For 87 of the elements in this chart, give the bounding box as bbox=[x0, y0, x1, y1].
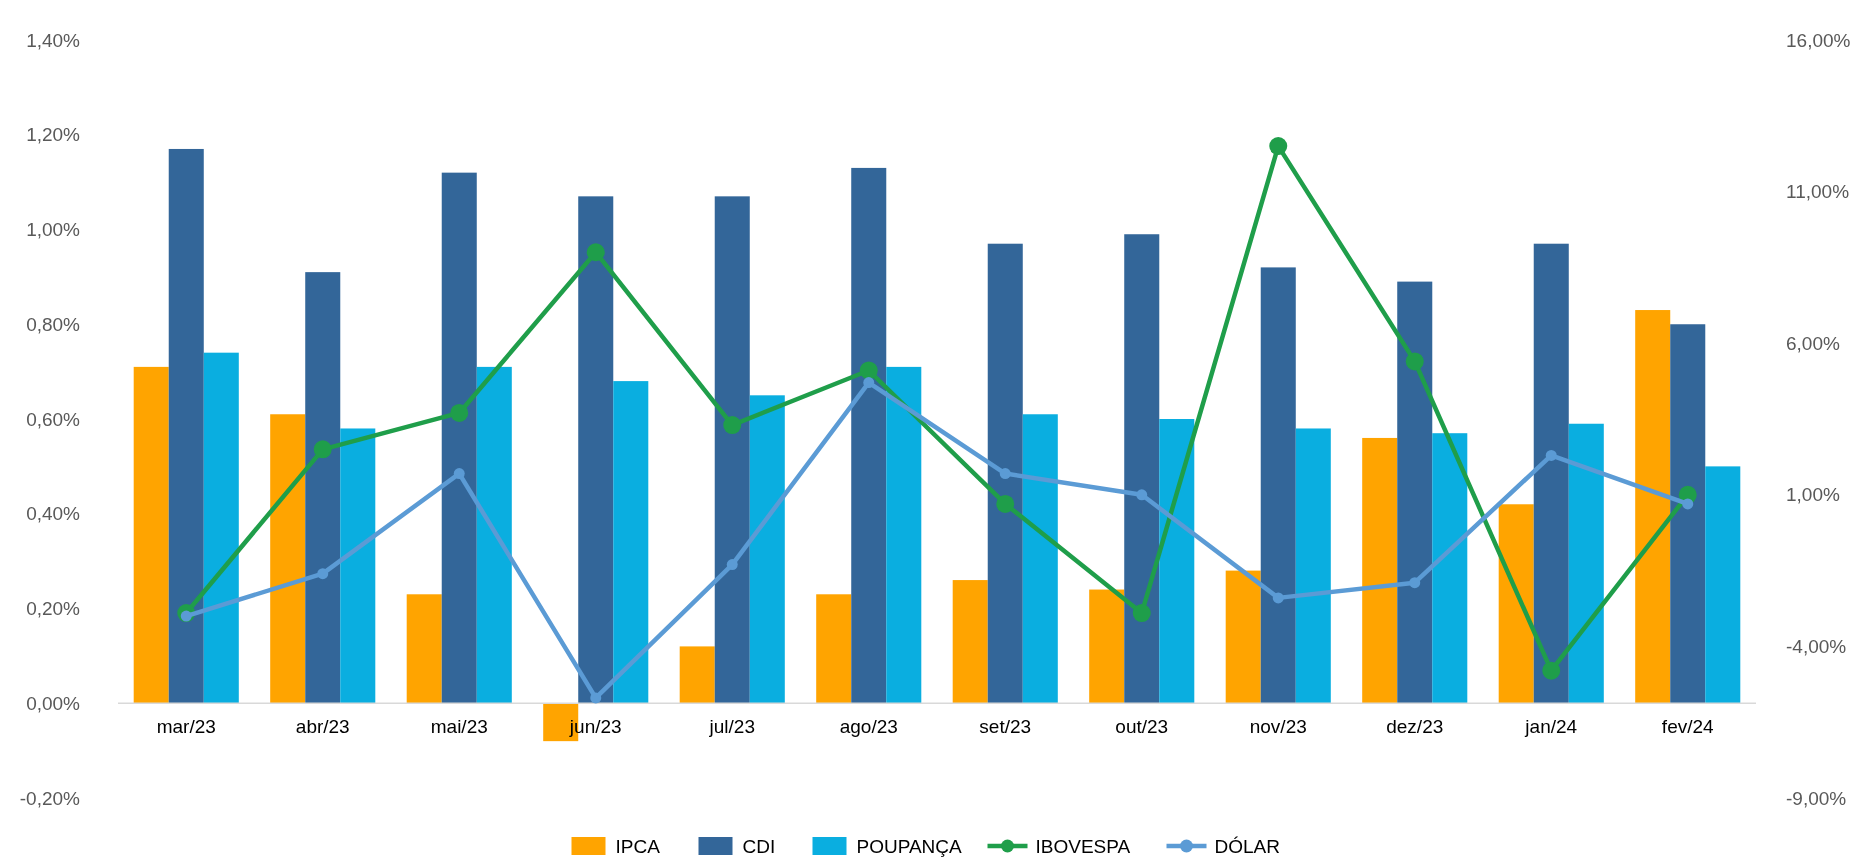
y-tick-label: 1,40% bbox=[26, 29, 81, 51]
point bbox=[996, 494, 1015, 513]
point bbox=[1132, 604, 1151, 623]
bar bbox=[613, 381, 649, 704]
point bbox=[1682, 498, 1694, 510]
x-tick-label: dez/23 bbox=[1386, 716, 1444, 738]
bar bbox=[987, 243, 1023, 704]
bar bbox=[1670, 324, 1706, 704]
point bbox=[1272, 592, 1284, 604]
bar bbox=[1089, 589, 1125, 704]
bar bbox=[133, 366, 169, 704]
x-tick-label: nov/23 bbox=[1249, 716, 1307, 738]
legend-label: CDI bbox=[742, 835, 776, 857]
bar bbox=[305, 272, 341, 704]
bar bbox=[476, 366, 512, 704]
bar bbox=[578, 196, 614, 704]
bar bbox=[1568, 423, 1604, 704]
point bbox=[453, 468, 465, 480]
y-tick-label: 0,60% bbox=[26, 408, 81, 430]
point bbox=[317, 568, 329, 580]
x-tick-label: mai/23 bbox=[430, 716, 488, 738]
bar bbox=[441, 172, 477, 704]
bar bbox=[749, 395, 785, 704]
bar bbox=[1124, 234, 1160, 704]
bar bbox=[1498, 504, 1534, 704]
y2-tick-label: 1,00% bbox=[1786, 484, 1840, 506]
point bbox=[859, 361, 878, 380]
bar bbox=[270, 414, 306, 704]
point bbox=[1136, 489, 1148, 501]
y-tick-label: 0,80% bbox=[26, 313, 81, 335]
point bbox=[1405, 352, 1424, 371]
bar bbox=[851, 167, 887, 704]
point bbox=[1545, 449, 1557, 461]
bar bbox=[168, 148, 204, 704]
y2-tick-label: 16,00% bbox=[1786, 29, 1851, 51]
x-tick-label: ago/23 bbox=[839, 716, 898, 738]
bar bbox=[1362, 437, 1398, 704]
y-tick-label: 1,20% bbox=[26, 124, 81, 146]
legend-label: IPCA bbox=[615, 835, 661, 857]
legend-label: POUPANÇA bbox=[856, 835, 963, 857]
y2-tick-label: -9,00% bbox=[1786, 787, 1847, 809]
point bbox=[863, 377, 875, 389]
bar bbox=[1432, 433, 1468, 704]
point bbox=[313, 440, 332, 459]
y2-tick-label: 6,00% bbox=[1786, 332, 1840, 354]
point bbox=[1269, 137, 1288, 156]
y-tick-label: -0,20% bbox=[19, 787, 81, 809]
bar bbox=[1159, 419, 1195, 704]
point bbox=[1409, 577, 1421, 589]
x-tick-label: abr/23 bbox=[295, 716, 350, 738]
x-tick-label: jan/24 bbox=[1524, 716, 1578, 738]
bar bbox=[816, 594, 852, 704]
x-tick-label: mar/23 bbox=[156, 716, 216, 738]
bar bbox=[1225, 570, 1261, 704]
point bbox=[723, 416, 742, 435]
point bbox=[590, 692, 602, 704]
bar bbox=[952, 580, 988, 704]
point bbox=[999, 468, 1011, 480]
bar bbox=[1260, 267, 1296, 704]
y-tick-label: 0,40% bbox=[26, 503, 81, 525]
legend-label: IBOVESPA bbox=[1035, 835, 1131, 857]
bar bbox=[203, 352, 239, 704]
y-tick-label: 0,20% bbox=[26, 598, 81, 620]
point bbox=[726, 559, 738, 571]
bar bbox=[886, 366, 922, 704]
y2-tick-label: -4,00% bbox=[1786, 636, 1847, 658]
bar bbox=[1397, 281, 1433, 704]
bar bbox=[406, 594, 442, 704]
bar bbox=[714, 196, 750, 704]
bar bbox=[340, 428, 376, 704]
legend-label: DÓLAR bbox=[1214, 835, 1280, 857]
point bbox=[586, 243, 605, 262]
bar bbox=[1295, 428, 1331, 704]
bar bbox=[1022, 414, 1058, 704]
x-tick-label: fev/24 bbox=[1661, 716, 1715, 738]
x-tick-label: set/23 bbox=[979, 716, 1032, 738]
y-tick-label: 0,00% bbox=[26, 692, 81, 714]
bar bbox=[1635, 310, 1671, 704]
bar bbox=[1705, 466, 1741, 704]
point bbox=[450, 403, 469, 422]
y2-tick-label: 11,00% bbox=[1786, 181, 1850, 203]
y-tick-label: 1,00% bbox=[26, 219, 81, 241]
bar bbox=[1533, 243, 1569, 704]
x-tick-label: out/23 bbox=[1115, 716, 1169, 738]
bar bbox=[679, 646, 715, 704]
point bbox=[1542, 661, 1561, 680]
x-tick-label: jul/23 bbox=[708, 716, 755, 738]
